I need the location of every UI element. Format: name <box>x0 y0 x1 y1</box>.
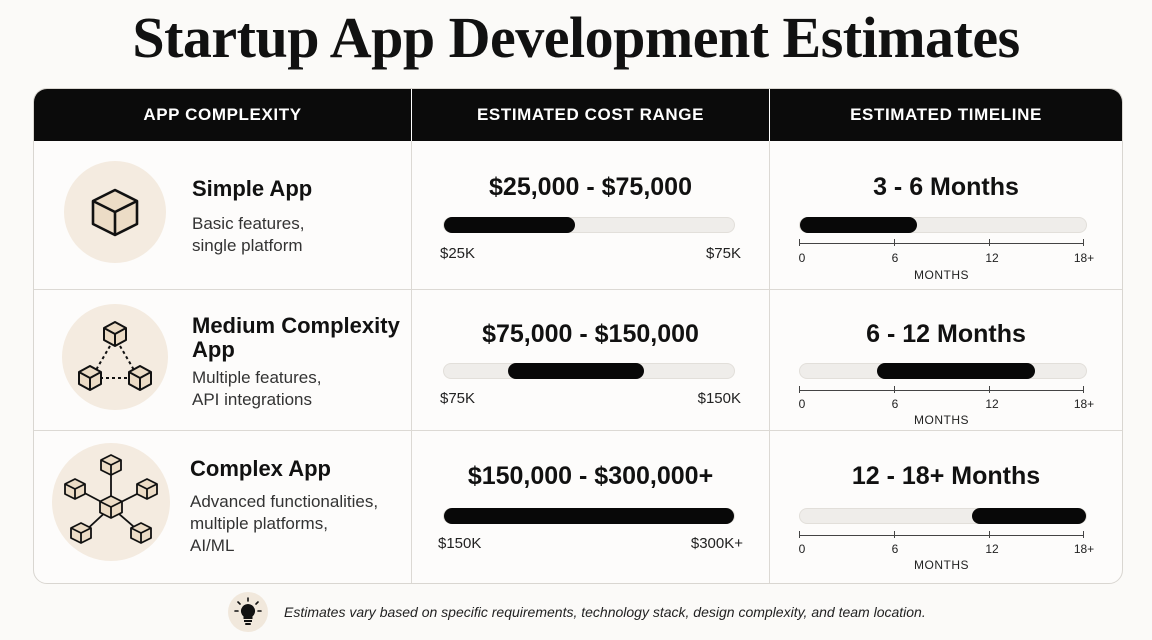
cost-bar-fill <box>444 217 575 233</box>
axis-tick-label: 18+ <box>1073 251 1095 265</box>
app-name-line: App <box>192 337 235 362</box>
axis-tick-label: 12 <box>985 397 999 411</box>
cost-cell: $150,000 - $300,000+ $150K $300K+ <box>412 431 770 583</box>
app-name: Complex App <box>190 457 331 481</box>
axis-unit-label: MONTHS <box>914 268 969 282</box>
app-name-line: Simple App <box>192 176 313 201</box>
axis-tick-label: 6 <box>891 397 899 411</box>
timeline-bar-track <box>799 217 1087 233</box>
axis-tick <box>799 386 800 393</box>
timeline-value: 12 - 18+ Months <box>851 462 1041 490</box>
axis-unit-label: MONTHS <box>914 558 969 572</box>
axis-tick <box>1083 386 1084 393</box>
timeline-axis <box>799 239 1084 246</box>
app-name: Medium Complexity App <box>192 314 400 362</box>
axis-tick-label: 12 <box>985 251 999 265</box>
axis-tick-label: 0 <box>798 251 806 265</box>
timeline-bar-fill <box>971 508 1086 524</box>
desc-line: AI/ML <box>190 536 235 555</box>
cost-max-label: $300K+ <box>690 535 743 552</box>
cost-min-label: $75K <box>440 390 476 407</box>
table-row-simple: Simple App Basic features, single platfo… <box>34 141 1122 289</box>
single-cube-icon <box>64 161 166 263</box>
desc-line: multiple platforms, <box>190 514 328 533</box>
axis-tick-label: 18+ <box>1073 397 1095 411</box>
cost-bar-fill <box>507 363 645 379</box>
axis-tick-label: 0 <box>798 397 806 411</box>
timeline-bar-fill <box>877 363 1035 379</box>
header-cost-range: ESTIMATED COST RANGE <box>412 89 770 141</box>
desc-line: API integrations <box>192 390 313 409</box>
cost-range-value: $25,000 - $75,000 <box>489 173 692 201</box>
three-cubes-network-icon <box>62 304 168 410</box>
cost-bar-track <box>443 508 735 524</box>
complexity-cell: Complex App Advanced functionalities, mu… <box>34 431 412 583</box>
complexity-cell: Simple App Basic features, single platfo… <box>34 141 412 289</box>
complexity-cell: Medium Complexity App Multiple features,… <box>34 290 412 430</box>
app-description: Advanced functionalities, multiple platf… <box>190 491 378 557</box>
header-timeline: ESTIMATED TIMELINE <box>850 105 1042 124</box>
axis-tick-label: 6 <box>891 251 899 265</box>
timeline-bar-fill <box>800 217 918 233</box>
axis-tick <box>989 386 990 393</box>
cost-min-label: $150K <box>438 535 482 552</box>
timeline-bar-track <box>799 363 1087 379</box>
desc-line: Basic features, <box>192 214 305 233</box>
table-row-complex: Complex App Advanced functionalities, mu… <box>34 430 1122 583</box>
app-name-line: Medium Complexity <box>192 313 400 338</box>
axis-tick <box>1083 239 1084 246</box>
timeline-value: 6 - 12 Months <box>866 320 1026 348</box>
cost-max-label: $150K <box>697 390 741 407</box>
timeline-cell: 6 - 12 Months 0 6 12 18+ MONTHS <box>770 290 1122 430</box>
timeline-cell: 3 - 6 Months 0 6 12 18+ MONTHS <box>770 141 1122 289</box>
timeline-cell: 12 - 18+ Months 0 6 12 18+ MONTHS <box>770 431 1122 583</box>
cost-range-value: $150,000 - $300,000+ <box>467 462 714 490</box>
header-app-complexity: APP COMPLEXITY <box>34 89 412 141</box>
cost-bar-track <box>443 363 735 379</box>
axis-tick <box>989 239 990 246</box>
app-description: Basic features, single platform <box>192 213 304 257</box>
timeline-axis <box>799 531 1084 538</box>
axis-tick <box>1083 531 1084 538</box>
axis-tick-label: 18+ <box>1073 542 1095 556</box>
lightbulb-icon <box>228 592 268 632</box>
timeline-axis <box>799 386 1084 393</box>
table-row-medium: Medium Complexity App Multiple features,… <box>34 289 1122 430</box>
axis-tick-label: 12 <box>985 542 999 556</box>
axis-tick <box>799 531 800 538</box>
cost-cell: $25,000 - $75,000 $25K $75K <box>412 141 770 289</box>
cost-range-value: $75,000 - $150,000 <box>482 320 699 348</box>
app-name: Simple App <box>192 177 312 201</box>
axis-tick-label: 0 <box>798 542 806 556</box>
axis-tick-label: 6 <box>891 542 899 556</box>
timeline-bar-track <box>799 508 1087 524</box>
desc-line: single platform <box>192 236 303 255</box>
axis-tick <box>894 531 895 538</box>
axis-tick <box>989 531 990 538</box>
desc-line: Advanced functionalities, <box>190 492 379 511</box>
footer-note: Estimates vary based on specific require… <box>228 592 926 632</box>
cost-bar-track <box>443 217 735 233</box>
axis-tick <box>799 239 800 246</box>
page-title: Startup App Development Estimates <box>132 5 1020 70</box>
timeline-value: 3 - 6 Months <box>873 173 1019 201</box>
cost-max-label: $75K <box>705 245 741 262</box>
desc-line: Multiple features, <box>192 368 322 387</box>
axis-tick <box>894 386 895 393</box>
table-header: APP COMPLEXITY ESTIMATED COST RANGE ESTI… <box>34 89 1122 141</box>
axis-unit-label: MONTHS <box>914 413 969 427</box>
cost-cell: $75,000 - $150,000 $75K $150K <box>412 290 770 430</box>
app-description: Multiple features, API integrations <box>192 367 321 411</box>
estimates-table: APP COMPLEXITY ESTIMATED COST RANGE ESTI… <box>33 88 1123 584</box>
hub-cubes-network-icon <box>52 443 170 561</box>
footer-text: Estimates vary based on specific require… <box>284 604 926 620</box>
app-name-line: Complex App <box>190 456 331 481</box>
axis-tick <box>894 239 895 246</box>
cost-min-label: $25K <box>440 245 476 262</box>
cost-bar-fill <box>444 508 734 524</box>
